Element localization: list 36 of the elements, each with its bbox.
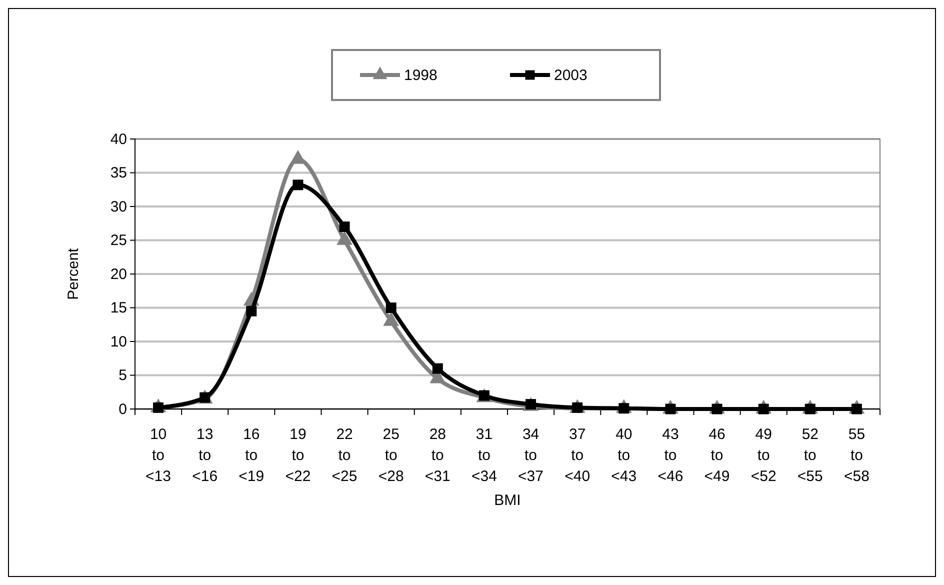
x-tick-label: 16 to <19 <box>238 426 264 485</box>
x-tick-label: 31 to <34 <box>471 426 497 485</box>
x-tick-label: 49 to <52 <box>750 426 776 485</box>
legend-label: 1998 <box>404 67 438 84</box>
x-tick-label: 40 to <43 <box>611 426 637 485</box>
y-tick-label: 15 <box>110 300 127 317</box>
x-tick-label: 13 to <16 <box>192 426 218 485</box>
y-tick-label: 0 <box>118 400 127 418</box>
x-tick-label: 46 to <49 <box>704 426 730 485</box>
x-tick-label: 43 to <46 <box>658 426 684 485</box>
x-tick-label: 28 to <31 <box>424 426 450 485</box>
point <box>432 363 443 374</box>
point <box>383 312 400 326</box>
x-tick-label: 52 to <55 <box>797 426 823 485</box>
x-tick-label: 25 to <28 <box>378 426 404 485</box>
y-tick-label: 30 <box>110 198 127 216</box>
y-axis-title: Percent <box>65 247 82 300</box>
point <box>339 222 350 232</box>
x-axis-title: BMI <box>494 492 521 509</box>
y-tick-label: 5 <box>118 367 127 384</box>
x-tick-label: 34 to <37 <box>518 426 544 485</box>
y-tick-label: 20 <box>110 266 127 283</box>
point <box>386 302 396 313</box>
point <box>336 231 352 245</box>
x-tick-label: 19 to <22 <box>285 426 311 485</box>
x-tick-label: 10 to <13 <box>146 426 172 485</box>
x-tick-label: 55 to <58 <box>844 426 870 485</box>
y-tick-label: 40 <box>110 130 127 148</box>
legend-label: 2003 <box>554 67 588 84</box>
point <box>246 306 257 316</box>
x-tick-label: 37 to <40 <box>564 426 590 485</box>
y-tick-label: 10 <box>110 333 127 350</box>
y-tick-label: 25 <box>110 232 127 250</box>
y-tick-label: 35 <box>110 164 127 182</box>
x-tick-label: 22 to <25 <box>332 426 358 485</box>
point <box>292 180 304 190</box>
